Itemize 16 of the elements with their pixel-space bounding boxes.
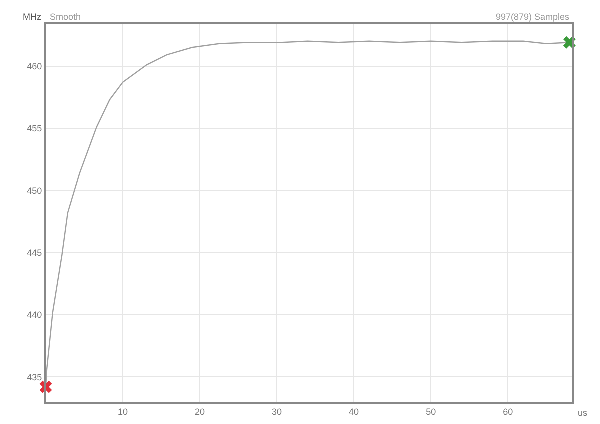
y-tick-label: 435 bbox=[27, 372, 42, 382]
y-tick-label: 445 bbox=[27, 248, 42, 258]
text: 997(879) Samples bbox=[496, 12, 570, 22]
x-tick-label: 10 bbox=[118, 406, 128, 417]
x-tick-label: 60 bbox=[503, 406, 514, 417]
x-tick-label: 30 bbox=[272, 406, 282, 417]
x-tick-label: 40 bbox=[349, 406, 360, 417]
chart-subtitle: Smooth bbox=[50, 12, 82, 22]
y-tick-label: 455 bbox=[27, 124, 42, 134]
x-tick-label: 20 bbox=[195, 406, 206, 417]
y-tick-label: 450 bbox=[27, 186, 42, 196]
x-axis-title: us bbox=[578, 408, 588, 418]
y-tick-label: 460 bbox=[27, 61, 42, 72]
y-tick-label: 440 bbox=[27, 310, 42, 320]
x-tick-label: 50 bbox=[426, 406, 436, 417]
y-axis-title: MHz bbox=[23, 12, 42, 22]
